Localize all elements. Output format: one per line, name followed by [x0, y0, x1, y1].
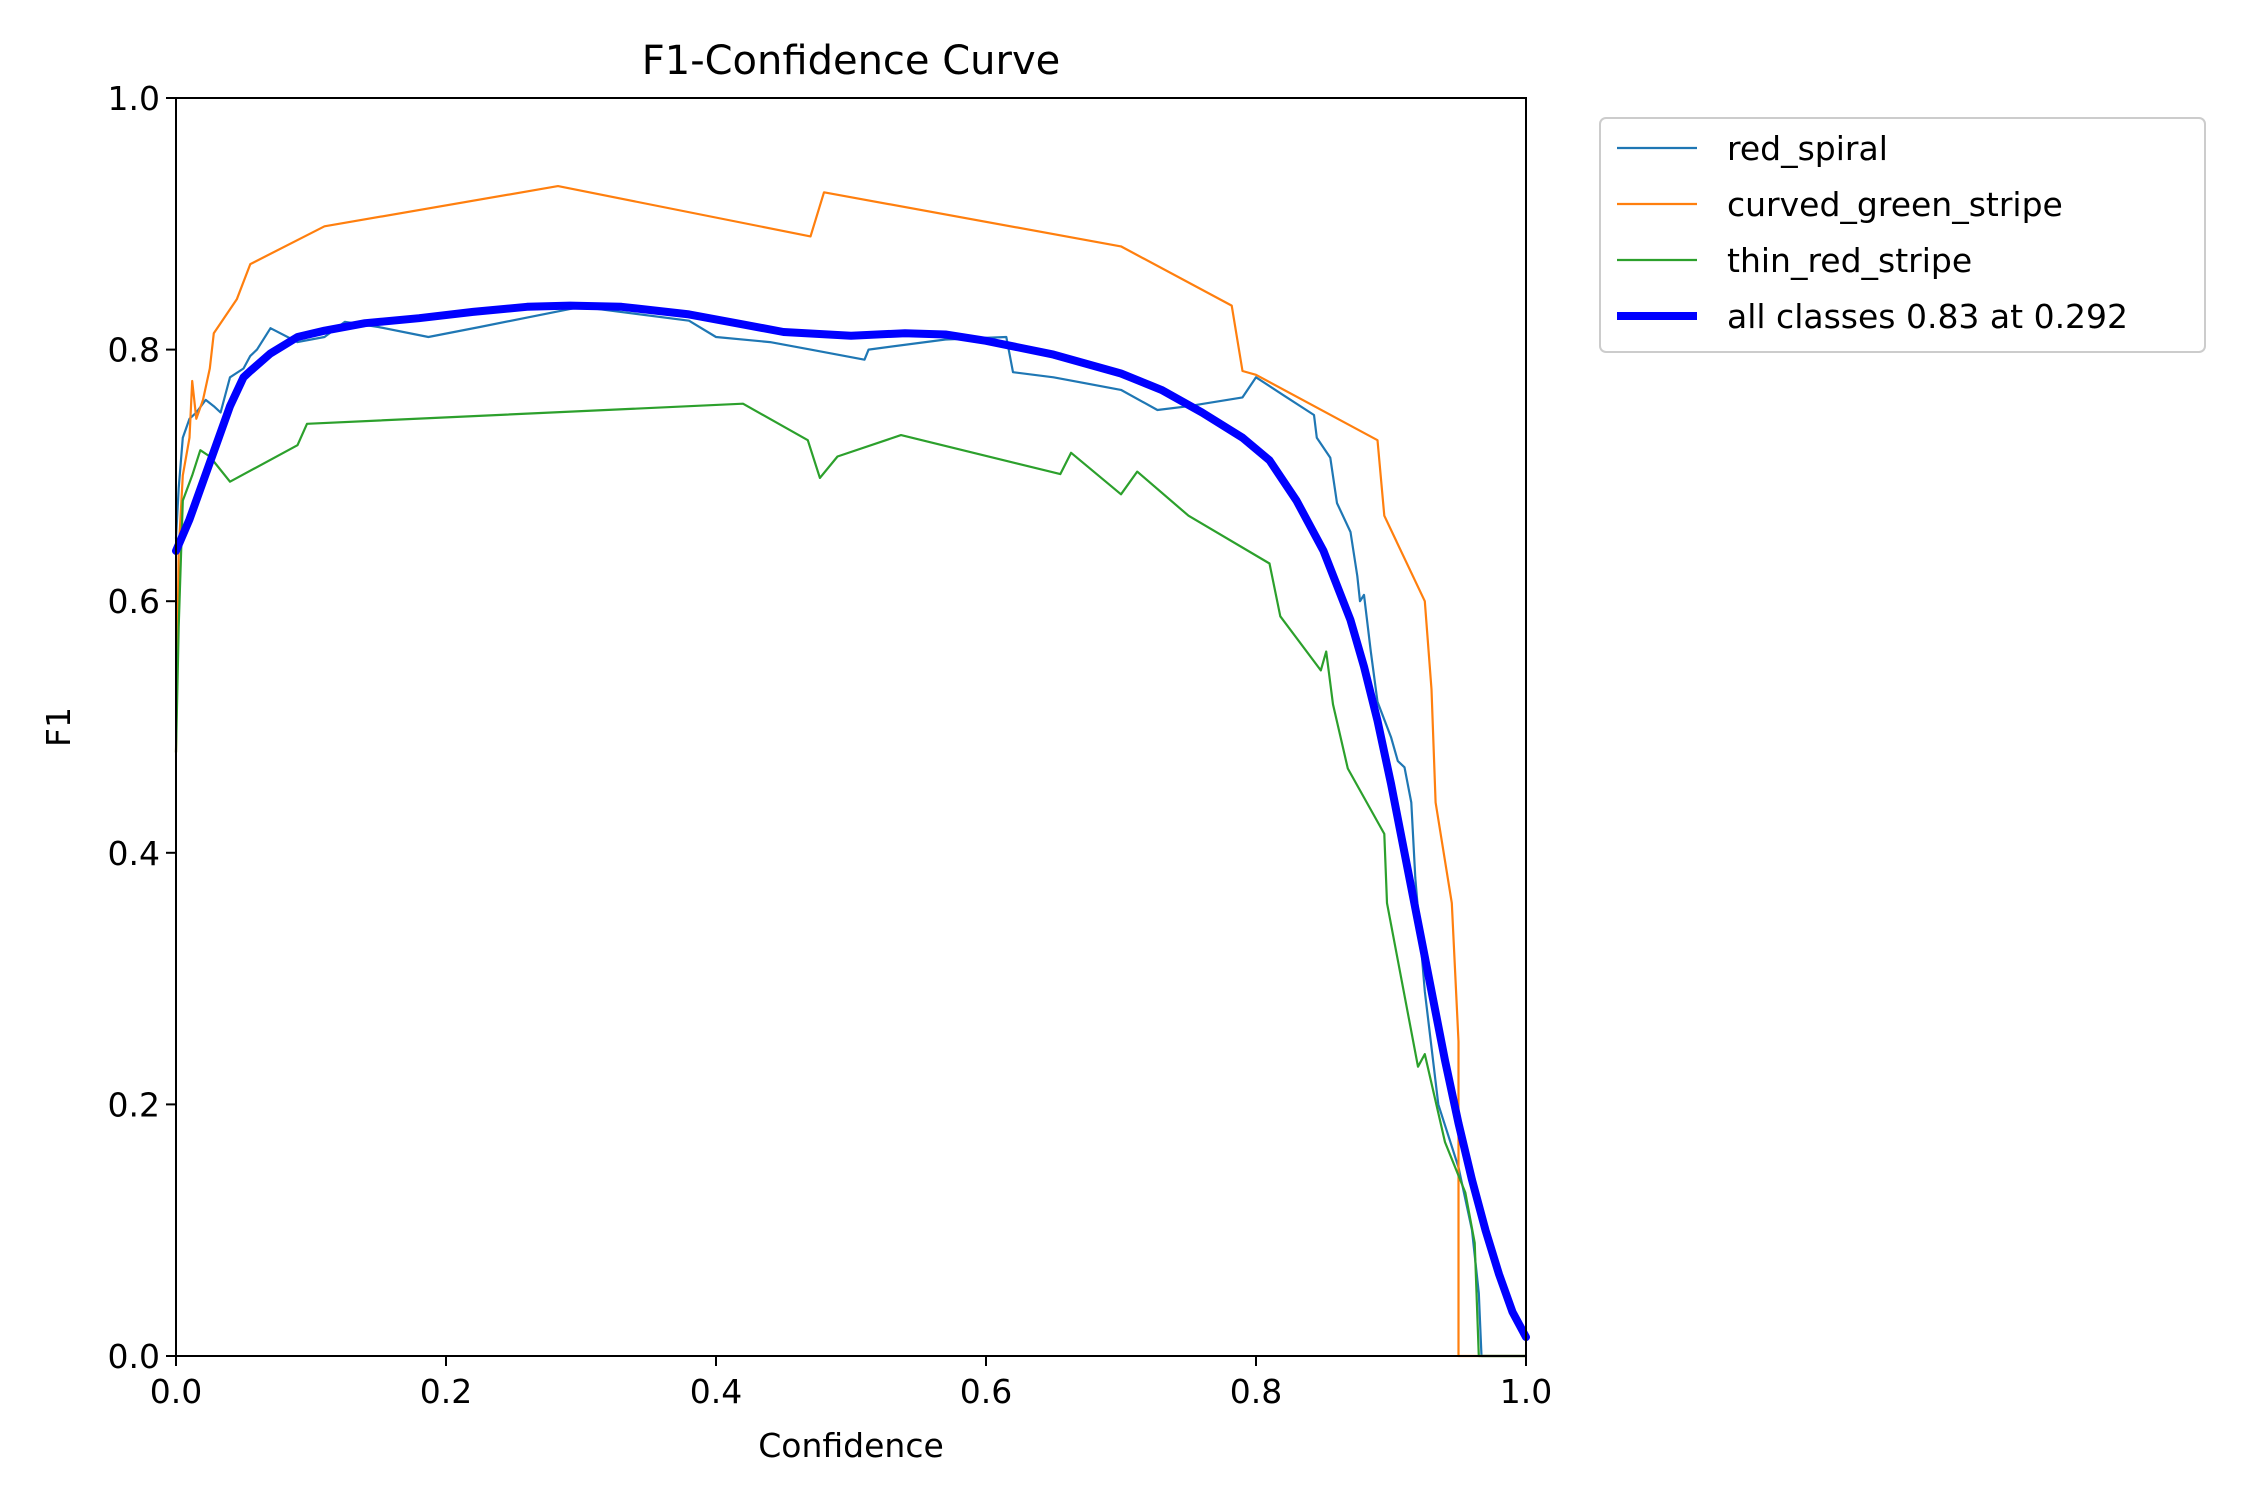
x-axis-ticks: 0.0 0.2 0.4 0.6 0.8 1.0: [150, 1356, 1552, 1411]
x-tick-label: 0.0: [150, 1372, 202, 1411]
chart-legend: red_spiral curved_green_stripe thin_red_st…: [1599, 117, 2206, 353]
y-tick-label: 0.0: [108, 1337, 160, 1376]
chart-title: F1-Confidence Curve: [642, 38, 1061, 84]
y-tick-label: 0.4: [108, 834, 160, 873]
x-tick-label: 0.8: [1230, 1372, 1282, 1411]
series-line-curved-green-stripe: [174, 185, 1528, 1358]
x-tick-label: 0.2: [420, 1372, 472, 1411]
x-tick-label: 1.0: [1500, 1372, 1552, 1411]
series-line-all-classes-0-83-at-0-292: [172, 301, 1530, 1342]
x-tick-label: 0.6: [960, 1372, 1012, 1411]
x-axis-label: Confidence: [758, 1426, 944, 1465]
y-tick-label: 0.2: [108, 1085, 160, 1124]
plot-area-frame: [175, 97, 1527, 1357]
y-tick-label: 1.0: [108, 79, 160, 118]
legend-label: curved_green_stripe: [1727, 185, 2063, 224]
x-tick-label: 0.4: [690, 1372, 742, 1411]
legend-frame: [1599, 117, 2206, 353]
legend-label: red_spiral: [1727, 129, 1888, 168]
legend-label: all classes 0.83 at 0.292: [1727, 297, 2128, 336]
y-tick-label: 0.6: [108, 582, 160, 621]
series-layer: [172, 185, 1530, 1358]
y-tick-label: 0.8: [108, 331, 160, 370]
series-line-thin-red-stripe: [174, 402, 1528, 1358]
y-axis-label: F1: [39, 707, 78, 747]
legend-label: thin_red_stripe: [1727, 241, 1972, 280]
series-line-red-spiral: [174, 305, 1528, 1358]
y-axis-ticks: 0.0 0.2 0.4 0.6 0.8 1.0: [108, 79, 176, 1376]
